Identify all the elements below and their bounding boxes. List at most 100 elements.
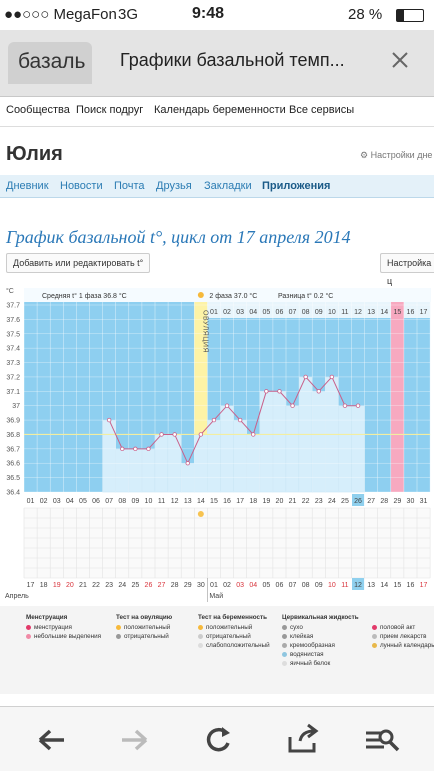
reload[interactable] <box>206 727 230 752</box>
date: 03 <box>236 582 244 589</box>
cycle-day: 29 <box>393 498 401 505</box>
date: 21 <box>79 582 87 589</box>
phase2-day: 14 <box>380 309 388 316</box>
date: 05 <box>262 582 270 589</box>
date: 22 <box>92 582 100 589</box>
temp-point <box>303 374 308 380</box>
temp-bar <box>272 391 287 493</box>
legend: Менструация менструация небольшие выделени… <box>0 606 434 694</box>
close-tab[interactable] <box>390 50 410 70</box>
legend-column: Менструация менструация небольшие выделени… <box>26 614 101 642</box>
cycle-day: 21 <box>289 498 297 505</box>
cycle-day: 13 <box>184 498 192 505</box>
phase2-day: 05 <box>262 309 270 316</box>
today-date-box <box>352 578 365 590</box>
temp-point <box>316 389 321 394</box>
y-tick-label: 36.5 <box>6 475 20 482</box>
legend-title: Цервикальная жидкость <box>282 614 359 621</box>
cycle-day: 10 <box>145 498 153 505</box>
cycle-day: 03 <box>53 498 61 505</box>
edit-button[interactable]: Добавить или редактировать t° <box>6 253 151 273</box>
legend-column: Цервикальная жидкость сухо клейкая кремообр… <box>282 614 359 669</box>
legend-item: половой акт <box>380 624 416 631</box>
nav-link[interactable]: Все сервисы <box>289 104 355 116</box>
legend-icon <box>372 642 377 648</box>
legend-item: отрицательный <box>206 633 251 640</box>
notes-grid-bg <box>24 508 431 578</box>
menu-item[interactable]: Новости <box>60 180 103 192</box>
legend-icon <box>116 633 121 639</box>
cycle-day: 19 <box>262 498 270 505</box>
tab[interactable]: базаль <box>8 42 92 84</box>
legend-item: менструация <box>34 624 72 631</box>
phase2-day: 07 <box>289 309 297 316</box>
cycle-day: 26 <box>354 498 362 505</box>
legend-item: положительный <box>124 624 171 631</box>
menu-item[interactable]: Друзья <box>156 180 192 192</box>
legend-icon <box>198 633 203 639</box>
ovulation-label: ОВУЛЯЦИЯ <box>201 310 208 353</box>
menu-item[interactable]: Закладки <box>204 180 252 192</box>
forward[interactable] <box>122 729 148 751</box>
date: 23 <box>105 582 113 589</box>
y-tick-label: 37.1 <box>6 389 20 396</box>
date: 12 <box>354 582 362 589</box>
legend-icon <box>282 624 287 630</box>
menu-item[interactable]: Почта <box>114 180 145 192</box>
cycle-day: 31 <box>420 498 428 505</box>
legend-icon <box>372 624 377 630</box>
temp-point <box>198 432 204 437</box>
pink-column <box>390 302 404 492</box>
phase2-day: 17 <box>420 309 428 316</box>
user-name: Юлия <box>6 143 63 165</box>
legend-column: половой акт прием лекарств лунный календар… <box>372 614 434 651</box>
share[interactable] <box>288 723 319 753</box>
legend-icon <box>198 624 203 630</box>
cycle-day: 25 <box>341 498 349 505</box>
settings-link[interactable]: ⚙ Настройки дне <box>360 150 433 160</box>
temp-bar <box>115 448 130 493</box>
legend-item: небольшие выделения <box>34 633 102 640</box>
legend-column: Тест на овуляцию положительный отрицательн… <box>116 614 172 642</box>
date: 15 <box>393 582 401 589</box>
temp-point <box>106 417 112 423</box>
nav-link[interactable]: Календарь беременности <box>154 104 286 116</box>
legend-item: положительный <box>206 624 253 631</box>
legend-title: Менструация <box>26 614 68 621</box>
header-row <box>24 288 431 302</box>
date: 17 <box>27 582 35 589</box>
legend-icon <box>198 642 203 648</box>
y-tick-label: 37.4 <box>6 346 20 353</box>
temp-point <box>224 403 230 408</box>
month: Май <box>209 592 223 600</box>
legend-icon <box>282 651 287 657</box>
phase2-day: 03 <box>236 309 244 316</box>
y-tick-label: 36.6 <box>6 461 20 468</box>
unit-label: °C <box>6 287 14 295</box>
date: 11 <box>341 582 348 589</box>
cycle-day: 14 <box>197 498 205 505</box>
menu-item[interactable]: Приложения <box>262 180 331 192</box>
cycle-day: 30 <box>407 498 415 505</box>
temp-point <box>290 403 295 408</box>
nav-link[interactable]: Сообщества <box>6 104 70 116</box>
phase2-day: 01 <box>210 309 218 316</box>
temp-bar <box>207 419 221 493</box>
cycle-day: 11 <box>158 498 165 505</box>
settings-button[interactable]: Настройка ц <box>380 253 434 286</box>
legend-item: клейкая <box>290 633 314 640</box>
temp-point <box>355 403 361 408</box>
phase2-day: 09 <box>315 309 323 316</box>
ovulation-sun <box>197 292 204 298</box>
date: 04 <box>249 582 257 589</box>
phase2-day: 10 <box>328 309 336 316</box>
menu-lines[interactable] <box>366 731 384 749</box>
menu-item[interactable]: Дневник <box>6 180 49 192</box>
legend-column: Тест на беременность положительный отрицат… <box>198 614 270 651</box>
legend-icon <box>282 660 287 666</box>
nav-link[interactable]: Поиск подруг <box>76 104 144 116</box>
temp-point <box>251 432 256 437</box>
temp-point <box>342 403 348 408</box>
phase2-day: 02 <box>223 309 231 316</box>
back[interactable] <box>38 729 64 751</box>
